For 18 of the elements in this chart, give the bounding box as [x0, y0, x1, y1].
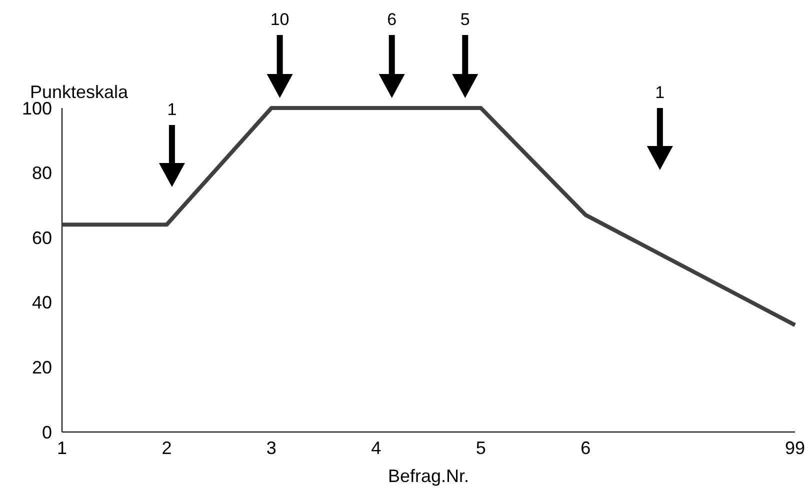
text: 10 — [270, 10, 290, 29]
annotation: 1 — [167, 100, 177, 119]
x-tick-label: 4 — [371, 438, 382, 458]
text: 6 — [387, 10, 397, 29]
text: 1 — [655, 83, 665, 102]
y-tick-label: 60 — [32, 228, 52, 248]
x-tick-label: 6 — [580, 438, 591, 458]
text: 5 — [460, 10, 470, 29]
x-tick-label: 5 — [476, 438, 486, 458]
x-tick-label: 2 — [162, 438, 172, 458]
x-tick-label: 3 — [266, 438, 276, 458]
y-tick-label: 80 — [32, 163, 52, 184]
y-tick-label: 0 — [42, 422, 52, 442]
x-tick-label: 99 — [784, 438, 806, 458]
x-axis-title: Befrag.Nr. — [388, 466, 470, 486]
y-tick-label: 20 — [32, 358, 52, 378]
x-tick-label: 1 — [56, 438, 68, 458]
y-tick-label: 40 — [32, 292, 52, 313]
